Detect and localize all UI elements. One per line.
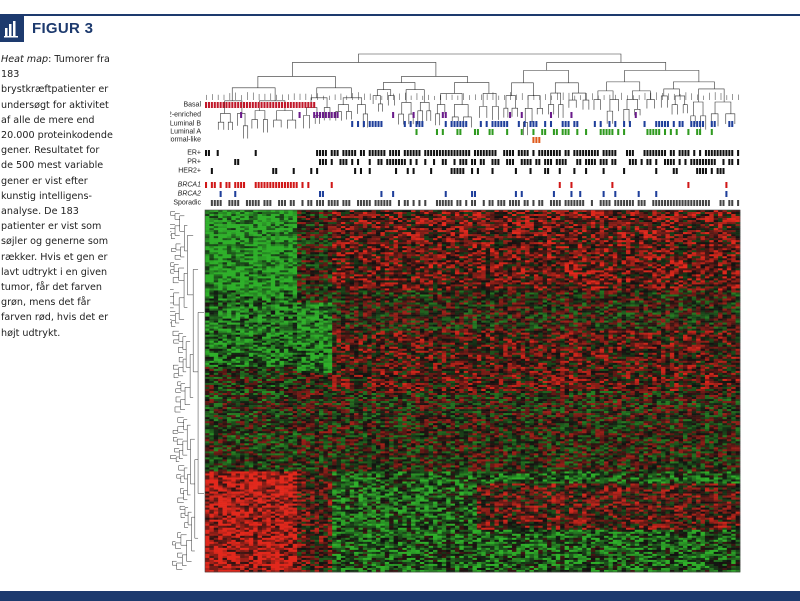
annotation-label-4: Normal-like (170, 137, 201, 144)
figure-caption: Heat map: Tumorer fra 183 brystkræftpati… (1, 52, 113, 341)
figure-title: FIGUR 3 (32, 20, 93, 37)
annotation-track-7 (211, 168, 725, 174)
annotation-label-7: HER2+ (178, 168, 201, 175)
annotation-track-4 (532, 137, 540, 143)
annotation-track-5 (205, 150, 739, 156)
annotation-track-6 (234, 159, 739, 165)
annotation-track-3 (415, 129, 712, 135)
annotation-track-10 (211, 200, 739, 206)
annotation-label-6: PR+ (187, 159, 201, 166)
annotation-label-9: BRCA2 (178, 191, 201, 198)
annotation-track-1 (240, 112, 637, 118)
annotation-track-0 (205, 102, 315, 108)
bottom-rule (0, 591, 800, 601)
annotation-track-2 (351, 121, 733, 127)
annotation-label-2: Luminal B (170, 121, 201, 128)
heatmap-grid (205, 210, 740, 572)
annotation-label-3: Luminal A (170, 129, 201, 136)
row-dendrogram (170, 212, 204, 570)
top-rule (0, 14, 800, 16)
caption-text: : Tumorer fra 183 brystkræftpatienter er… (1, 54, 113, 339)
annotation-label-0: Basal (183, 102, 201, 109)
annotation-label-10: Sporadic (173, 200, 201, 207)
caption-lead: Heat map (1, 54, 48, 65)
bar-chart-icon (0, 16, 24, 42)
annotation-track-8 (205, 182, 727, 188)
annotation-label-1: HER2-enriched (170, 112, 201, 119)
annotation-label-5: ER+ (187, 150, 201, 157)
annotation-label-8: BRCA1 (178, 182, 201, 189)
annotation-track-9 (220, 191, 728, 197)
